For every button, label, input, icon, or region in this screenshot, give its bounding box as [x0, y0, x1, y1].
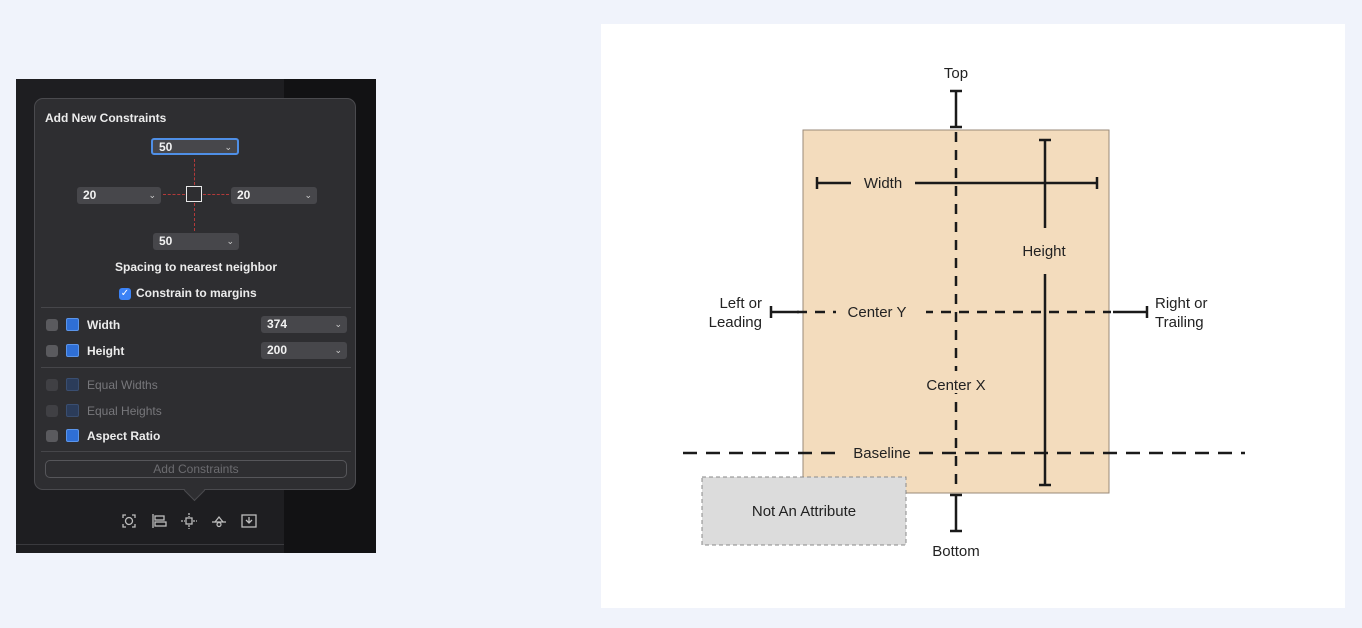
- auto-layout-toolbar: [118, 510, 260, 532]
- layout-attributes-diagram: Not An Attribute Top Bottom Center X Cen…: [601, 24, 1345, 608]
- left-label-line1: Left or: [719, 295, 762, 312]
- diagram-canvas: Not An Attribute Top Bottom Center X Cen…: [683, 65, 1245, 560]
- top-label: Top: [944, 65, 968, 82]
- resolve-auto-layout-issues-icon[interactable]: [208, 510, 230, 532]
- chevron-down-icon: ⌄: [304, 190, 312, 200]
- equal-widths-checkbox[interactable]: [46, 379, 58, 391]
- center-y-label: Center Y: [848, 304, 907, 321]
- top-spacing-value: 50: [159, 140, 173, 154]
- bottom-spacing-value: 50: [159, 234, 173, 248]
- equal-heights-label: Equal Heights: [87, 404, 162, 418]
- constrain-to-margins-label: Constrain to margins: [136, 286, 257, 300]
- width-label: Width: [87, 318, 121, 332]
- popover-tail: [183, 479, 206, 502]
- height-label: Height: [1022, 243, 1066, 260]
- bottom-label: Bottom: [932, 543, 980, 560]
- divider: [41, 307, 351, 308]
- xcode-constraints-panel: Add New Constraints 50 ⌄ 20 ⌄ 20 ⌄ 50 ⌄ …: [16, 79, 376, 553]
- chevron-down-icon: ⌄: [148, 190, 156, 200]
- width-constraint-icon: [66, 318, 79, 331]
- divider: [41, 367, 351, 368]
- view-square-icon: [186, 186, 202, 202]
- leading-spacing-value: 20: [83, 188, 97, 202]
- height-label: Height: [87, 344, 125, 358]
- leading-pin-strut[interactable]: [163, 194, 185, 195]
- width-value: 374: [267, 317, 288, 331]
- center-y-label-bg: [836, 300, 926, 322]
- aspect-ratio-label: Aspect Ratio: [87, 429, 161, 443]
- center-x-label: Center X: [926, 377, 985, 394]
- chevron-down-icon: ⌄: [334, 345, 342, 355]
- width-checkbox[interactable]: [46, 319, 58, 331]
- chevron-down-icon: ⌄: [224, 142, 232, 152]
- trailing-spacing-field[interactable]: 20 ⌄: [231, 187, 317, 204]
- aspect-ratio-checkbox[interactable]: [46, 430, 58, 442]
- equal-widths-icon: [66, 378, 79, 391]
- height-constraint-icon: [66, 344, 79, 357]
- equal-heights-checkbox[interactable]: [46, 405, 58, 417]
- top-spacing-field[interactable]: 50 ⌄: [151, 138, 239, 155]
- trailing-pin-strut[interactable]: [203, 194, 229, 195]
- spacing-label: Spacing to nearest neighbor: [114, 260, 278, 274]
- width-value-field[interactable]: 374 ⌄: [261, 316, 347, 333]
- divider: [41, 451, 351, 452]
- right-label-line2: Trailing: [1155, 314, 1204, 331]
- constrain-to-margins-checkbox[interactable]: ✓: [119, 288, 131, 300]
- top-pin-strut[interactable]: [194, 159, 195, 185]
- width-label: Width: [864, 175, 902, 192]
- bottom-pin-strut[interactable]: [194, 203, 195, 231]
- equal-heights-icon: [66, 404, 79, 417]
- divider: [16, 544, 284, 545]
- left-label-line2: Leading: [709, 314, 762, 331]
- chevron-down-icon: ⌄: [226, 236, 234, 246]
- chevron-down-icon: ⌄: [334, 319, 342, 329]
- leading-spacing-field[interactable]: 20 ⌄: [77, 187, 161, 204]
- embed-in-icon[interactable]: [238, 510, 260, 532]
- not-an-attribute-box: [701, 476, 907, 546]
- trailing-spacing-value: 20: [237, 188, 251, 202]
- bottom-spacing-field[interactable]: 50 ⌄: [153, 233, 239, 250]
- height-value-field[interactable]: 200 ⌄: [261, 342, 347, 359]
- height-value: 200: [267, 343, 288, 357]
- equal-widths-label: Equal Widths: [87, 378, 158, 392]
- height-checkbox[interactable]: [46, 345, 58, 357]
- add-new-constraints-icon[interactable]: [178, 510, 200, 532]
- baseline-label: Baseline: [853, 445, 911, 462]
- align-icon[interactable]: [148, 510, 170, 532]
- add-constraints-button[interactable]: Add Constraints: [45, 460, 347, 478]
- not-an-attribute-label: Not An Attribute: [752, 503, 856, 520]
- center-x-label-bg: [919, 371, 993, 393]
- aspect-ratio-icon: [66, 429, 79, 442]
- right-label-line1: Right or: [1155, 295, 1208, 312]
- update-frames-icon[interactable]: [118, 510, 140, 532]
- popover-title: Add New Constraints: [45, 111, 167, 125]
- add-new-constraints-popover: Add New Constraints 50 ⌄ 20 ⌄ 20 ⌄ 50 ⌄ …: [34, 98, 356, 502]
